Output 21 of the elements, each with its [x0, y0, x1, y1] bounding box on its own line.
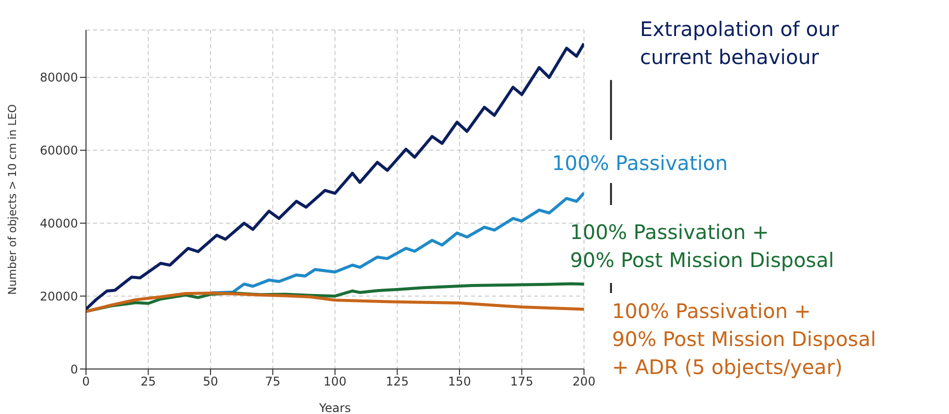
x-tick-label: 25: [140, 374, 156, 389]
x-tick-label: 200: [572, 374, 596, 389]
series-label: 100% Passivation: [552, 150, 729, 177]
series-label: 100% Passivation + 90% Post Mission Disposal: [570, 219, 836, 274]
x-tick-label: 150: [448, 374, 471, 389]
x-tick-label: 50: [202, 374, 218, 389]
x-axis-title: Years: [318, 401, 351, 414]
y-axis-title: Number of objects > 10 cm in LEO: [6, 104, 19, 295]
y-tick-label: 0: [70, 362, 78, 376]
x-tick-label: 175: [510, 374, 534, 389]
y-tick-label: 20000: [40, 289, 78, 304]
x-tick-label: 100: [324, 374, 346, 389]
series-label: 100% Passivation + 90% Post Mission Disposal + ADR (5 objects/year): [612, 298, 878, 381]
x-tick-label: 75: [265, 374, 280, 389]
text: Extrapolation of our current behaviour: [640, 16, 840, 71]
y-tick-label: 40000: [40, 216, 78, 230]
line-series: [86, 292, 584, 313]
y-tick-label: 80000: [40, 70, 78, 85]
x-tick-label: 0: [82, 374, 90, 389]
x-tick-label: 125: [386, 374, 409, 389]
y-tick-label: 60000: [40, 144, 78, 158]
